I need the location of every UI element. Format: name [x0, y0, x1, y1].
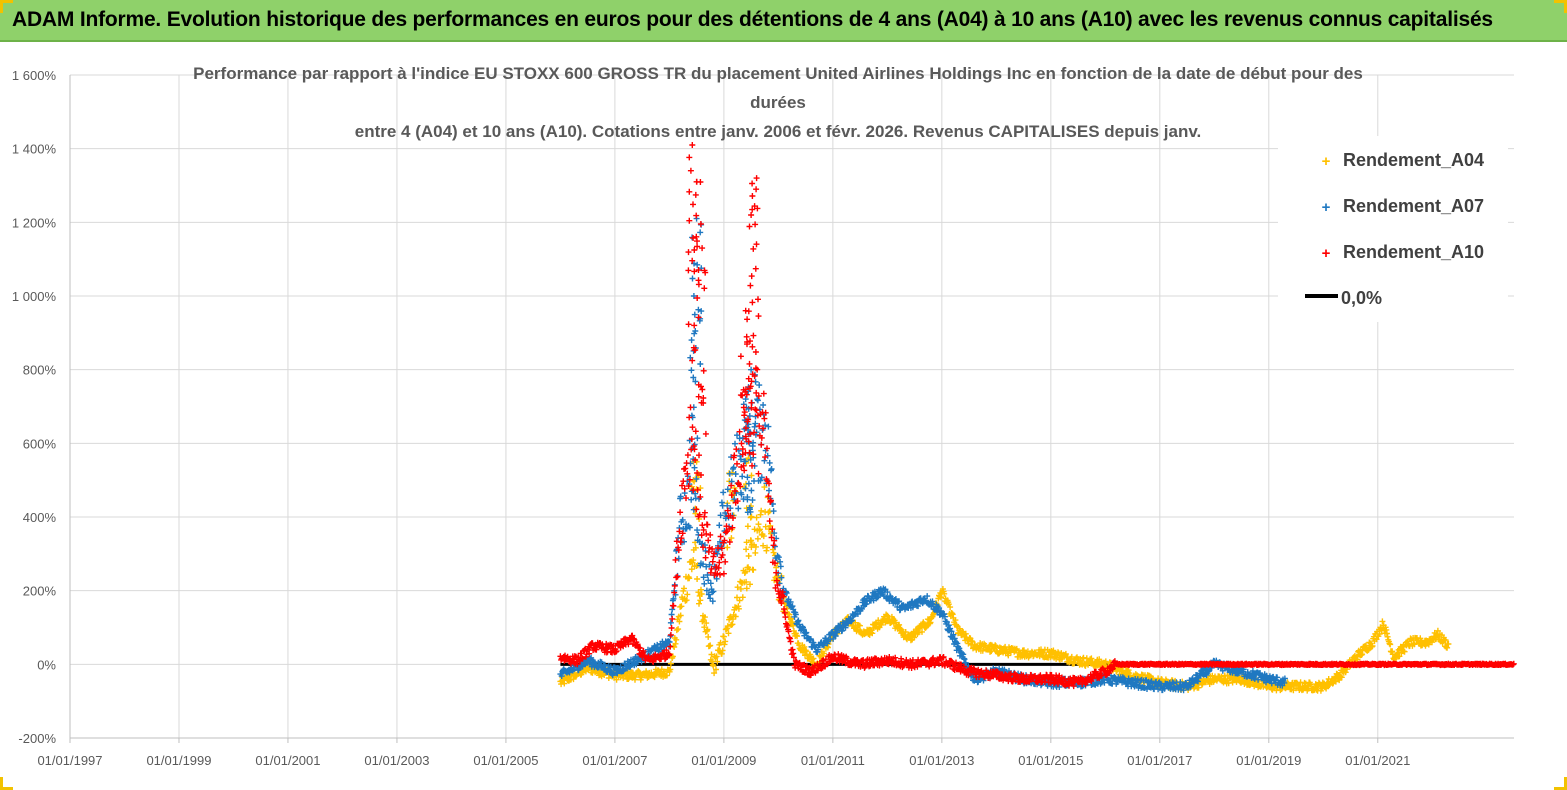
chart-legend: + Rendement_A04 + Rendement_A07 + Rendem…	[1278, 136, 1508, 322]
corner-mark-br	[1554, 777, 1567, 790]
legend-marker-a07: +	[1322, 199, 1331, 216]
x-tick-label: 01/01/2003	[364, 753, 429, 768]
series-rendement-a10	[557, 142, 1517, 690]
chart-series	[557, 142, 1517, 694]
chart-title-line-2: durées	[750, 93, 806, 112]
legend-marker-a04: +	[1322, 153, 1331, 170]
x-tick-label: 01/01/2009	[691, 753, 756, 768]
chart-title: Performance par rapport à l'indice EU ST…	[193, 64, 1363, 141]
chart-grid	[69, 74, 1514, 739]
legend-label-a10: Rendement_A10	[1343, 242, 1484, 262]
y-tick-label: 200%	[23, 584, 57, 599]
x-tick-label: 01/01/1999	[146, 753, 211, 768]
chart-axes: -200% 0% 200% 400% 600% 800% 1 000% 1 200% 1 400…	[12, 68, 1514, 768]
chart-title-line-1: Performance par rapport à l'indice EU ST…	[193, 64, 1363, 83]
legend-background	[1278, 136, 1508, 322]
y-tick-label: 0%	[37, 657, 56, 672]
x-tick-label: 01/01/2021	[1345, 753, 1410, 768]
y-tick-label: 1 400%	[12, 142, 57, 157]
x-tick-label: 01/01/2013	[909, 753, 974, 768]
y-tick-label: 1 200%	[12, 215, 57, 230]
y-tick-label: -200%	[18, 731, 56, 746]
x-tick-label: 01/01/2001	[255, 753, 320, 768]
x-tick-label: 01/01/2011	[801, 753, 865, 768]
x-tick-label: 01/01/2007	[582, 753, 647, 768]
x-tick-label: 01/01/2017	[1127, 753, 1192, 768]
corner-mark-tr	[1554, 0, 1567, 13]
x-tick-label: 01/01/1997	[37, 753, 102, 768]
series-markers-rendement-a10	[557, 142, 1517, 690]
legend-label-zero: 0,0%	[1341, 288, 1382, 308]
page-title: ADAM Informe. Evolution historique des p…	[12, 8, 1493, 31]
header-bar: ADAM Informe. Evolution historique des p…	[0, 0, 1567, 42]
y-tick-label: 1 000%	[12, 289, 57, 304]
chart-title-line-3: entre 4 (A04) et 10 ans (A10). Cotations…	[355, 122, 1202, 141]
legend-label-a07: Rendement_A07	[1343, 196, 1484, 216]
y-tick-label: 800%	[23, 363, 57, 378]
y-tick-label: 1 600%	[12, 68, 57, 83]
y-tick-label: 600%	[23, 436, 57, 451]
performance-chart: -200% 0% 200% 400% 600% 800% 1 000% 1 200% 1 400…	[12, 64, 1517, 768]
legend-label-a04: Rendement_A04	[1343, 150, 1484, 170]
legend-marker-a10: +	[1322, 245, 1331, 262]
x-tick-label: 01/01/2015	[1018, 753, 1083, 768]
x-tick-label: 01/01/2019	[1236, 753, 1301, 768]
y-tick-label: 400%	[23, 510, 57, 525]
corner-mark-tl	[0, 0, 13, 13]
corner-mark-bl	[0, 777, 13, 790]
x-tick-label: 01/01/2005	[473, 753, 538, 768]
